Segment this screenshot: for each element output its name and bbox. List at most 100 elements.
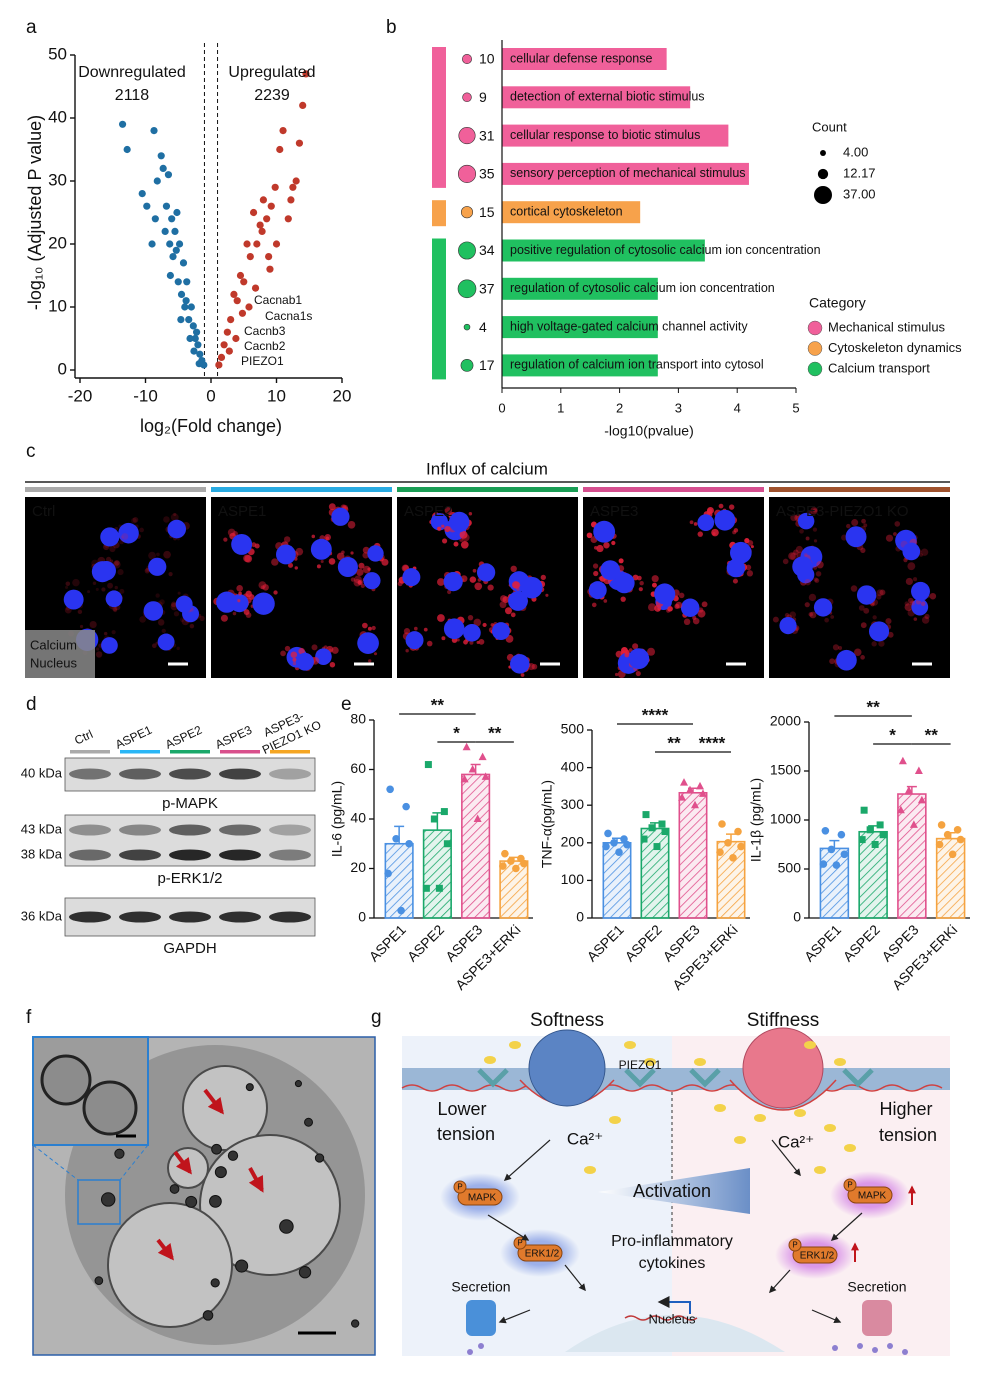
calcium-signal	[592, 563, 599, 569]
significance-label: **	[667, 733, 681, 752]
diagram-text: P	[517, 1239, 522, 1248]
em-nucleus	[199, 1134, 341, 1276]
calcium-signal	[692, 615, 697, 620]
blot-band	[119, 911, 161, 923]
count-label: 4	[479, 319, 487, 335]
blot-band	[69, 768, 111, 780]
calcium-signal	[782, 558, 789, 565]
calcium-signal	[139, 527, 144, 533]
calcium-signal	[813, 565, 818, 570]
data-point	[896, 805, 905, 814]
calcium-signal	[320, 559, 324, 563]
calcium-signal	[111, 630, 116, 635]
data-point	[507, 857, 515, 865]
nucleus	[836, 649, 857, 671]
calcium-signal	[678, 592, 685, 599]
em-granule	[245, 1083, 254, 1092]
volcano-point	[172, 246, 180, 254]
y-tick-label: 0	[576, 909, 584, 925]
lane-bar	[70, 750, 110, 754]
y-tick-label: 1000	[770, 811, 801, 827]
gene-label: Cacnb3	[244, 324, 286, 338]
calcium-signal	[295, 547, 304, 556]
calcium-signal	[113, 561, 119, 567]
volcano-point	[159, 164, 167, 172]
em-granule	[211, 1143, 222, 1155]
bar	[461, 773, 491, 919]
calcium-signal	[667, 606, 673, 612]
diagram-text: Softness	[530, 1010, 604, 1031]
data-point	[392, 835, 400, 843]
count-dot	[457, 164, 477, 183]
calcium-signal	[745, 564, 752, 571]
calcium-signal	[878, 640, 885, 647]
count-label: 37	[479, 281, 495, 297]
calcium-signal	[119, 539, 124, 545]
volcano-point	[174, 278, 182, 286]
cytokine	[857, 1343, 863, 1349]
nucleus	[588, 581, 607, 600]
count-dot	[462, 92, 472, 103]
calcium-signal	[72, 578, 80, 587]
volcano-point	[217, 353, 226, 361]
nucleus	[697, 514, 715, 531]
volcano-point	[182, 297, 190, 305]
y-tick-label: 40	[48, 107, 67, 126]
kinase	[457, 1188, 503, 1206]
calcium-signal	[482, 622, 487, 628]
flow-arrow	[769, 1269, 791, 1294]
nucleus	[600, 560, 621, 580]
calcium-signal	[732, 530, 737, 535]
calcium-signal	[788, 552, 796, 560]
y-axis-label: TNF-α(pg/mL)	[539, 780, 555, 868]
calcium-signal	[441, 636, 446, 641]
volcano-point	[191, 334, 199, 343]
gene-label: Cacnb2	[244, 339, 286, 353]
bar-label: sensory perception of mechanical stimulu…	[510, 166, 746, 180]
calcium-signal	[863, 523, 868, 528]
cytokine	[478, 1343, 484, 1349]
calcium-signal	[920, 548, 929, 556]
y-axis-label: -log₁₀ (Adjusted P value)	[25, 115, 45, 310]
calcium-signal	[441, 524, 445, 528]
diagram-text: cytokines	[639, 1255, 706, 1272]
em-granule	[209, 1195, 222, 1208]
calcium-signal	[405, 648, 409, 653]
phospho	[843, 1178, 857, 1192]
nucleus	[175, 595, 193, 613]
calcium-signal	[490, 623, 495, 627]
calcium-signal	[804, 602, 810, 608]
calcium-signal	[113, 608, 118, 613]
nucleus	[101, 637, 118, 654]
calcium-signal	[176, 646, 180, 651]
calcium-signal	[905, 577, 913, 586]
calcium-signal	[813, 577, 818, 582]
blot-band	[269, 768, 311, 780]
data-point	[653, 843, 661, 851]
calcium-signal	[324, 534, 332, 541]
group-label: Ctrl	[32, 503, 55, 520]
nucleus	[63, 589, 84, 610]
flow-arrow	[503, 1139, 551, 1181]
volcano-point	[153, 177, 161, 185]
data-point	[718, 820, 726, 828]
data-point	[602, 842, 610, 851]
calcium-signal	[437, 578, 445, 586]
x-tick-label: -10	[133, 386, 158, 405]
calcium-signal	[447, 589, 452, 595]
count-label: 10	[479, 51, 495, 67]
volcano-point	[183, 278, 191, 286]
volcano-point	[185, 316, 193, 324]
calcium-signal	[510, 565, 517, 572]
volcano-point	[166, 271, 174, 280]
bar	[502, 48, 667, 70]
group-bar	[769, 487, 950, 492]
data-point	[729, 854, 737, 862]
error-bar	[726, 833, 736, 842]
nucleus	[868, 621, 890, 642]
nucleus	[714, 509, 736, 531]
count-label: 9	[479, 89, 487, 105]
volcano-point	[238, 309, 247, 317]
calcium-signal	[437, 526, 442, 532]
